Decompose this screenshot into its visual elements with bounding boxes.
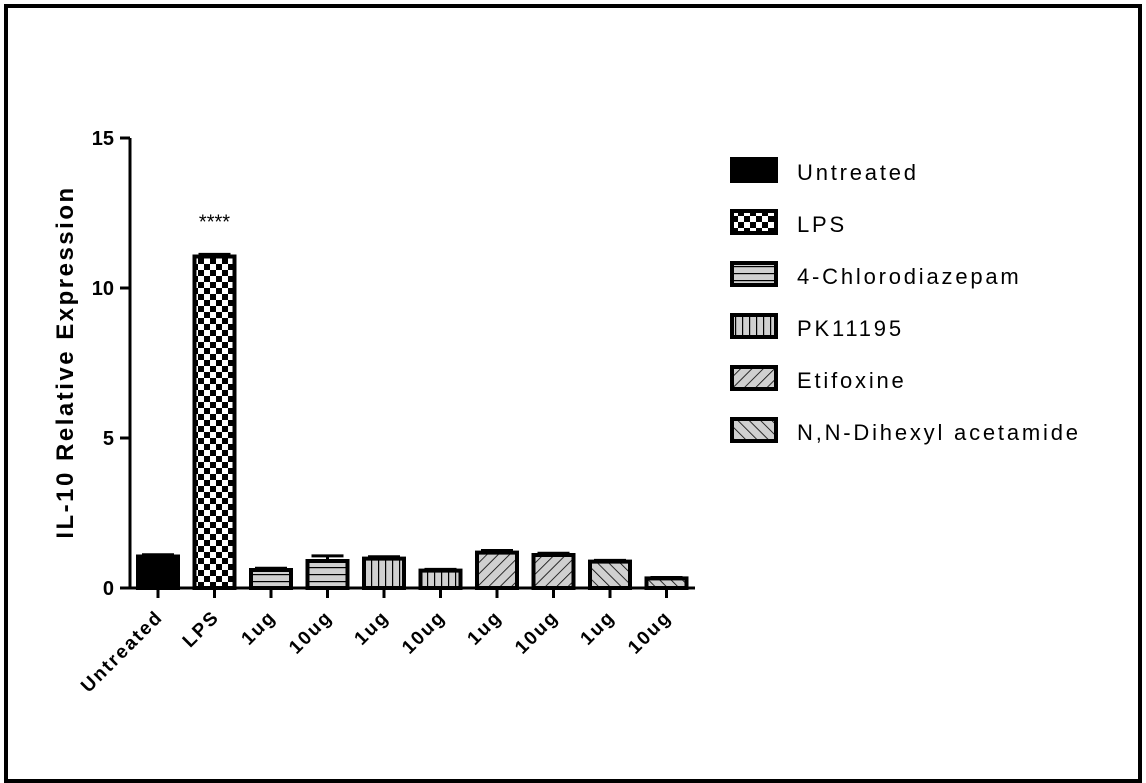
y-tick-label: 15 <box>92 128 114 150</box>
x-tick-label: 10ug <box>398 607 450 659</box>
y-axis-label: IL-10 Relative Expression <box>52 185 79 538</box>
legend-label: Etifoxine <box>797 368 907 393</box>
bar <box>588 559 632 590</box>
legend-swatch <box>730 365 778 391</box>
x-tick-label: 10ug <box>624 607 676 659</box>
significance-annotation: **** <box>199 211 230 233</box>
y-tick-label: 0 <box>103 578 114 600</box>
bar <box>531 553 576 590</box>
bar <box>136 554 180 590</box>
bar <box>362 556 406 590</box>
y-tick-label: 10 <box>92 278 114 300</box>
bar <box>644 576 689 591</box>
legend-swatch <box>730 313 778 339</box>
legend-label: PK11195 <box>797 316 904 341</box>
legend-label: LPS <box>797 212 847 237</box>
legend-swatch <box>730 417 778 443</box>
legend-label: Untreated <box>797 160 919 185</box>
bar <box>249 568 293 590</box>
x-tick-label: LPS <box>179 607 224 652</box>
bar <box>475 550 519 590</box>
x-tick-label: 1ug <box>577 607 620 650</box>
legend-label: N,N-Dihexyl acetamide <box>797 420 1081 445</box>
bar <box>418 568 463 590</box>
legend-swatch <box>730 261 778 287</box>
legend-swatch <box>730 157 778 183</box>
bar <box>305 559 350 590</box>
legend-swatch <box>730 209 778 235</box>
x-tick-label: Untreated <box>77 607 167 697</box>
y-tick-label: 5 <box>103 428 114 450</box>
x-tick-label: 1ug <box>464 607 507 650</box>
x-tick-label: 10ug <box>285 607 337 659</box>
x-tick-label: 1ug <box>238 607 281 650</box>
legend-label: 4-Chlorodiazepam <box>797 264 1022 289</box>
bar <box>192 254 237 590</box>
x-tick-label: 1ug <box>351 607 394 650</box>
legend: Untreated LPS 4-Chlorodiazepam PK11195 Etifo… <box>730 157 1081 445</box>
x-tick-label: 10ug <box>511 607 563 659</box>
